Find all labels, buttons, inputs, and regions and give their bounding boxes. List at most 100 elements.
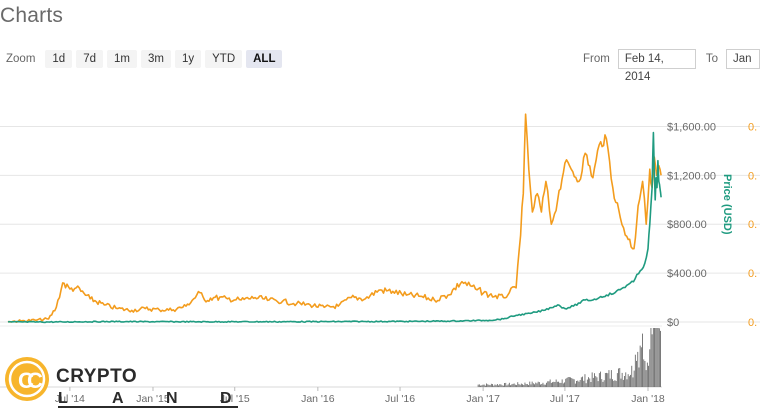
logo-letter-n: N — [166, 390, 178, 407]
volume-bar — [580, 377, 582, 387]
x-tick-label: Jul '16 — [385, 393, 415, 405]
zoom-all-button[interactable]: ALL — [246, 50, 283, 68]
x-tick-label: Jul '14 — [55, 393, 85, 405]
volume-bar — [652, 328, 654, 387]
y-axis-title: Price (USD) — [721, 174, 733, 235]
zoom-3m-button[interactable]: 3m — [140, 50, 171, 68]
volume-bar — [524, 382, 526, 387]
volume-bar — [566, 377, 568, 387]
right-tick-label: 0. — [748, 268, 757, 280]
volume-bar — [552, 382, 553, 387]
volume-bar — [626, 379, 628, 387]
volume-bar — [498, 385, 499, 387]
volume-bar — [553, 381, 555, 387]
volume-bar — [572, 378, 574, 387]
volume-bar — [546, 382, 547, 387]
volume-bar — [560, 382, 562, 387]
volume-bar — [604, 373, 606, 387]
volume-bar — [531, 381, 533, 387]
date-range: From Feb 14, 2014 To Jan — [583, 48, 760, 83]
volume-bar — [529, 381, 531, 387]
volume-bar — [640, 347, 642, 387]
volume-bar — [606, 372, 607, 387]
volume-bar — [638, 367, 640, 387]
volume-bar — [630, 374, 631, 387]
from-date-input[interactable]: Feb 14, 2014 — [617, 49, 696, 83]
volume-bar — [558, 381, 559, 387]
volume-bar — [650, 328, 652, 387]
zoom-1m-button[interactable]: 1m — [107, 50, 137, 68]
volume-bar — [588, 377, 589, 387]
to-date-input[interactable]: Jan — [726, 49, 760, 69]
to-label: To — [705, 53, 718, 65]
volume-bar — [562, 383, 564, 387]
volume-bar — [547, 381, 549, 387]
volume-bar — [648, 365, 649, 387]
volume-bar — [504, 383, 505, 387]
volume-bar — [627, 374, 629, 387]
coin-logo-icon: C C — [5, 357, 49, 401]
volume-bar — [645, 370, 647, 387]
zoom-ytd-button[interactable]: YTD — [205, 50, 243, 68]
volume-bar — [655, 328, 657, 387]
volume-bar — [540, 384, 541, 387]
volume-bar — [568, 377, 570, 387]
volume-bar — [555, 379, 557, 387]
volume-bar — [657, 328, 659, 387]
from-label: From — [583, 53, 610, 65]
right-tick-label: 0. — [748, 219, 757, 231]
zoom-7d-button[interactable]: 7d — [76, 50, 103, 68]
volume-bar — [532, 383, 534, 387]
volume-bar — [637, 351, 639, 387]
y-tick-label: $0 — [667, 317, 679, 329]
x-tick-label: Jul '15 — [220, 393, 250, 405]
volume-bar — [614, 380, 616, 387]
volume-bar — [535, 382, 537, 387]
zoom-1y-button[interactable]: 1y — [174, 50, 202, 68]
volume-bar — [554, 382, 556, 387]
volume-bar — [549, 379, 551, 387]
volume-bar — [595, 376, 597, 387]
volume-bar — [643, 359, 645, 387]
volume-bar — [654, 328, 655, 387]
volume-bar — [656, 328, 658, 387]
volume-bar — [489, 385, 491, 387]
volume-bar — [518, 384, 520, 387]
volume-bar — [660, 330, 661, 387]
volume-bar — [578, 381, 580, 387]
volume-bar — [586, 379, 588, 387]
volume-bar — [493, 385, 495, 387]
volume-bar — [507, 384, 509, 387]
cryptoland-logo: C C CRYPTO L A N D — [2, 352, 238, 410]
volume-bar — [530, 384, 532, 387]
volume-bar — [591, 372, 593, 387]
volume-bar — [510, 385, 511, 387]
right-tick-label: 0. — [748, 121, 757, 133]
volume-bar — [486, 383, 487, 387]
volume-bar — [579, 380, 581, 387]
volume-bar — [488, 384, 490, 387]
x-tick-label: Jan '15 — [136, 393, 170, 405]
page-title: Charts — [0, 4, 64, 27]
series-line-price-usd — [7, 131, 662, 324]
volume-bar — [500, 384, 502, 387]
volume-bar — [511, 384, 513, 387]
volume-bar — [483, 384, 485, 387]
volume-bar — [525, 384, 527, 387]
volume-bar — [639, 345, 641, 387]
volume-bar — [487, 384, 489, 387]
volume-bar — [541, 384, 543, 387]
volume-bar — [618, 368, 619, 387]
volume-bar — [609, 378, 611, 387]
volume-bar — [577, 380, 579, 387]
volume-bar — [644, 361, 646, 387]
volume-bar — [574, 383, 576, 387]
volume-bar — [484, 385, 486, 387]
volume-bar — [542, 382, 544, 387]
volume-bar — [534, 384, 535, 387]
volume-bar — [607, 373, 609, 387]
volume-bar — [565, 378, 567, 387]
zoom-1d-button[interactable]: 1d — [45, 50, 73, 68]
volume-bar — [598, 373, 600, 387]
volume-bar — [646, 362, 648, 387]
